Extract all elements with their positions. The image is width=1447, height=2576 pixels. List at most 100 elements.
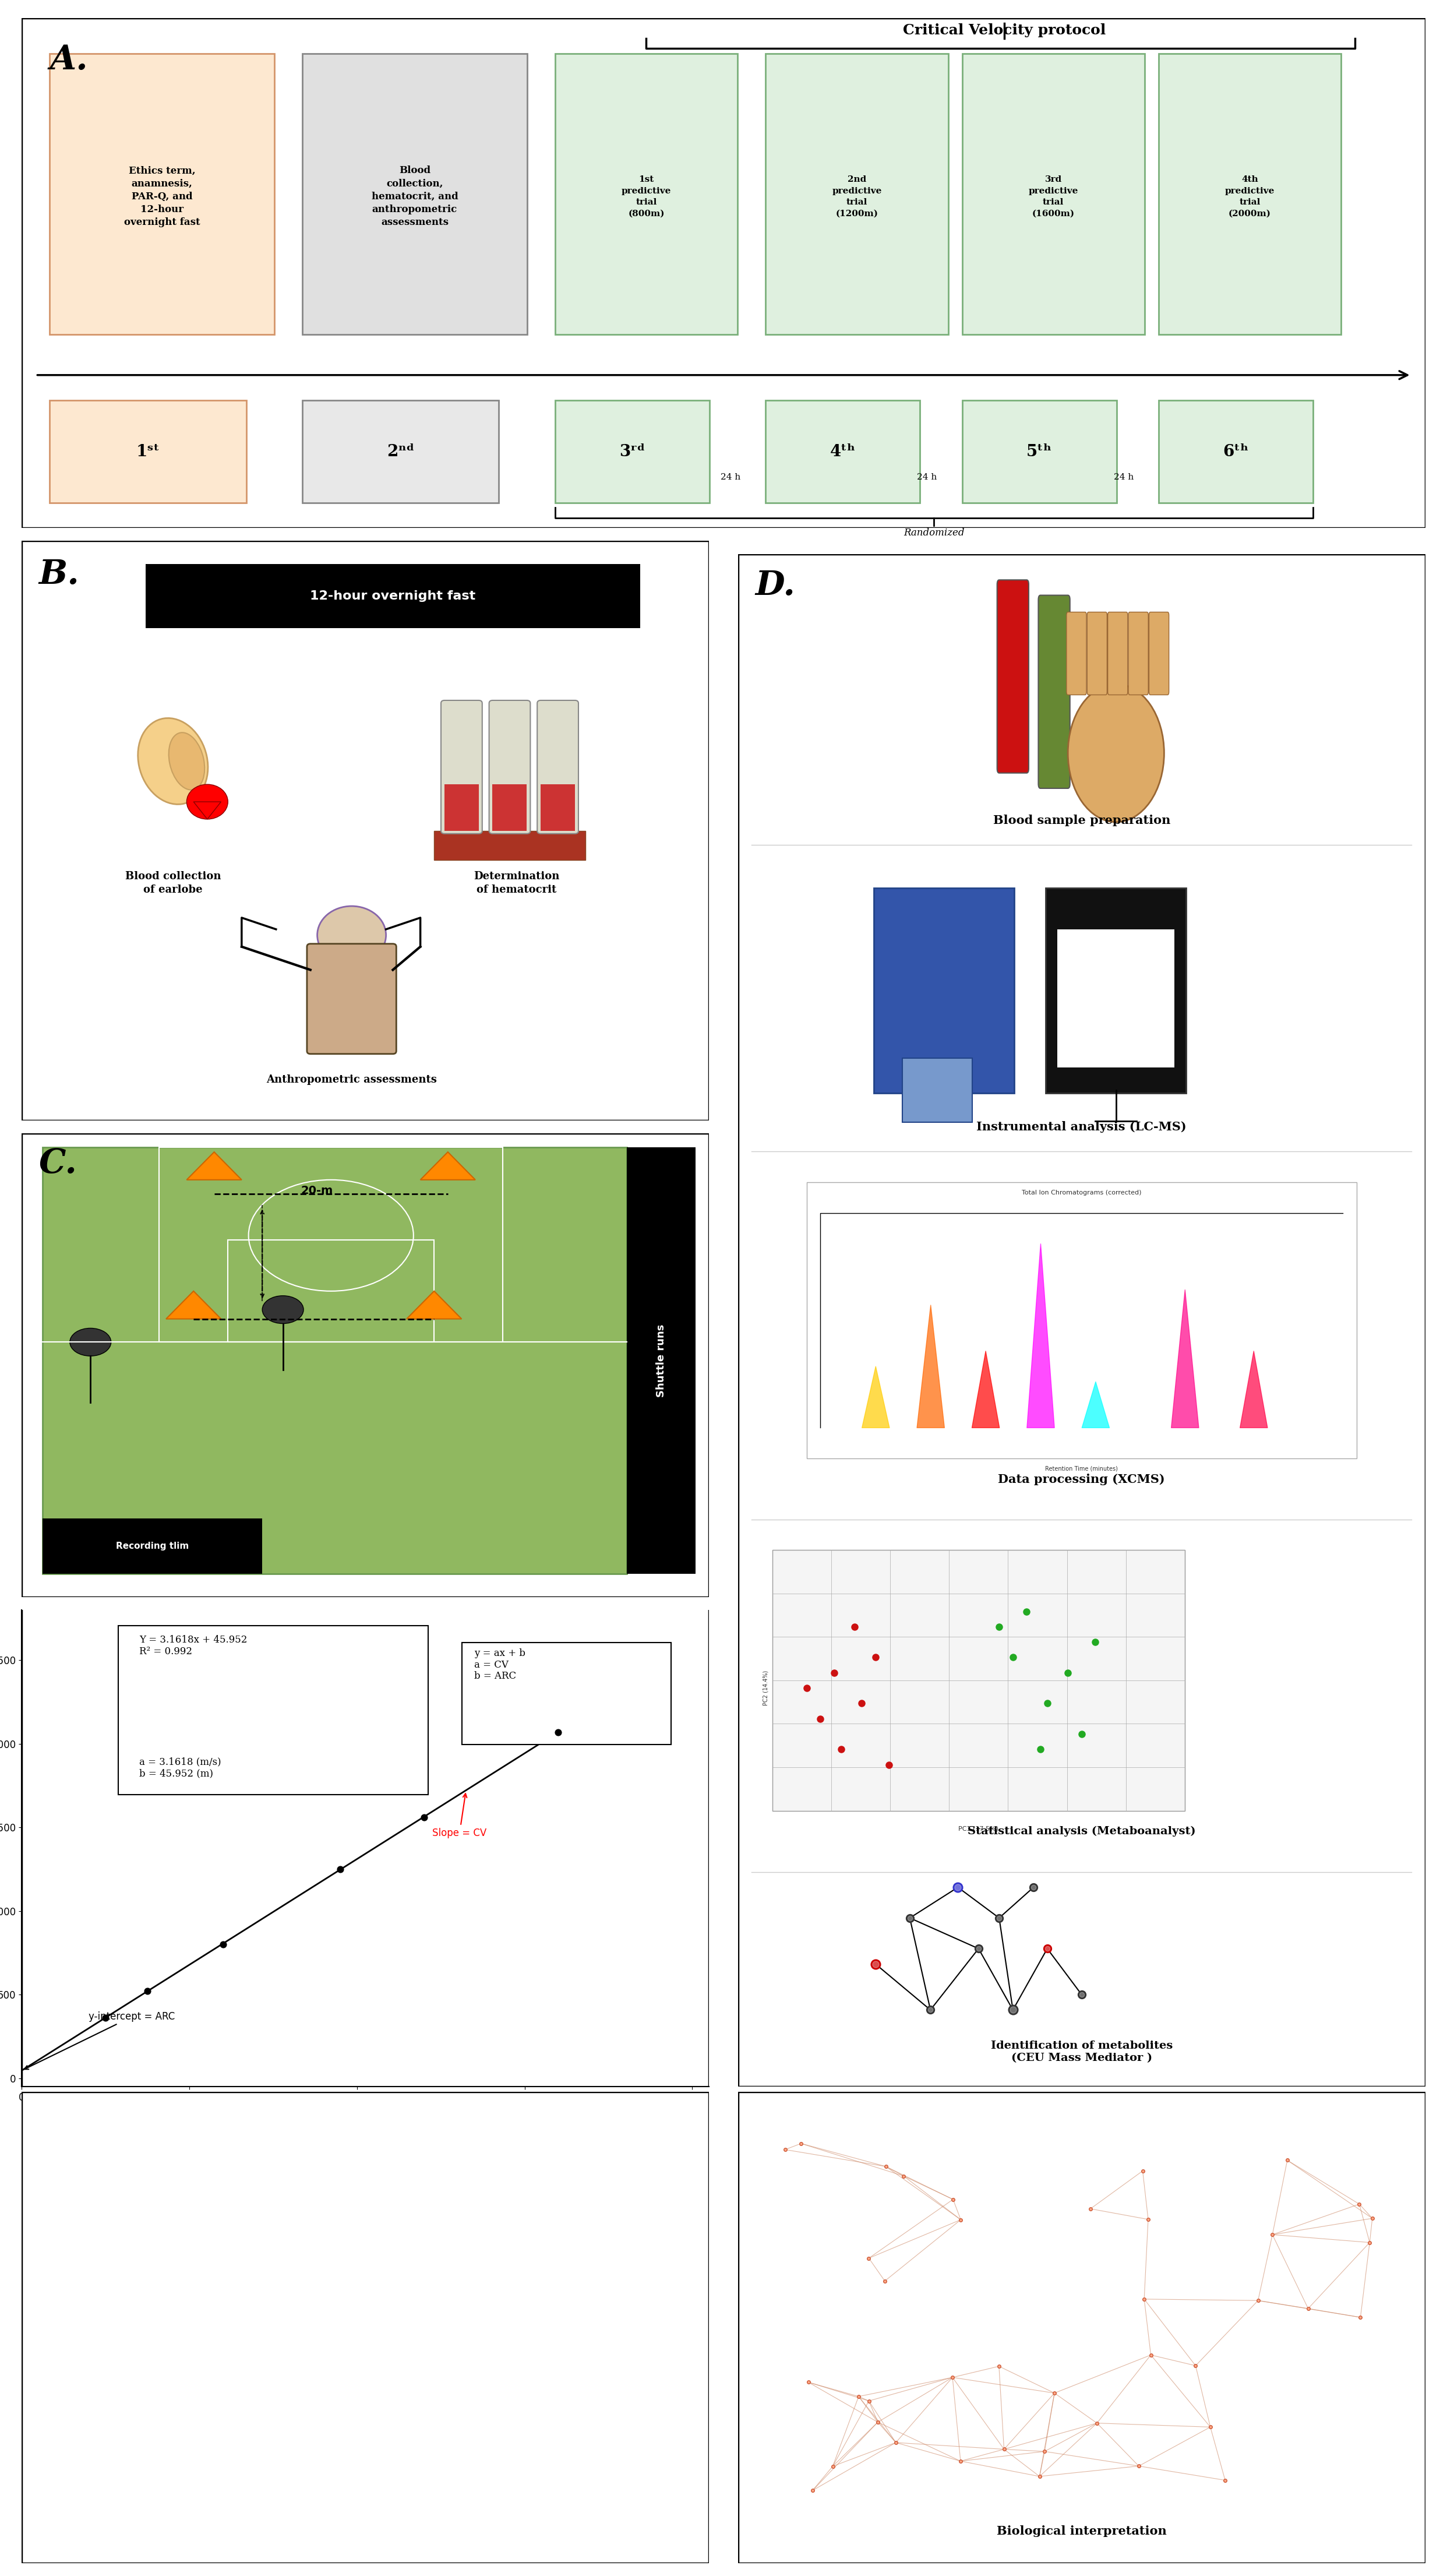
Text: 4ᵗʰ: 4ᵗʰ [831,443,855,459]
Text: Instrumental analysis (LC-MS): Instrumental analysis (LC-MS) [977,1121,1187,1133]
FancyBboxPatch shape [765,399,920,502]
FancyBboxPatch shape [489,701,531,835]
FancyBboxPatch shape [145,564,640,629]
FancyBboxPatch shape [22,1595,709,2094]
Polygon shape [421,1151,475,1180]
Point [211,1924,234,1965]
FancyBboxPatch shape [441,701,482,835]
Text: Blood collection
of earlobe: Blood collection of earlobe [124,871,221,894]
Point [136,1971,159,2012]
Text: Ethics term,
anamnesis,
PAR-Q, and
12-hour
overnight fast: Ethics term, anamnesis, PAR-Q, and 12-ho… [124,165,200,227]
Text: 20-m: 20-m [301,1185,333,1195]
Ellipse shape [137,719,208,804]
Text: C.: C. [39,1146,77,1180]
Polygon shape [407,1291,462,1319]
FancyBboxPatch shape [302,399,499,502]
Circle shape [187,783,229,819]
Text: 3ʳᵈ: 3ʳᵈ [619,443,645,459]
Text: 6ᵗʰ: 6ᵗʰ [1223,443,1249,459]
FancyBboxPatch shape [302,54,527,335]
Text: Recording tlim: Recording tlim [116,1543,188,1551]
Text: 2nd
predictive
trial
(1200m): 2nd predictive trial (1200m) [832,175,881,216]
FancyBboxPatch shape [773,1551,1185,1811]
Circle shape [262,1296,304,1324]
FancyBboxPatch shape [49,399,246,502]
FancyBboxPatch shape [997,580,1029,773]
Text: Critical Velocity protocol: Critical Velocity protocol [903,23,1106,36]
FancyBboxPatch shape [1129,613,1149,696]
Text: 5ᵗʰ: 5ᵗʰ [1026,443,1052,459]
FancyBboxPatch shape [738,554,1425,2087]
Text: Determination
of hematocrit: Determination of hematocrit [473,871,560,894]
FancyBboxPatch shape [962,399,1117,502]
FancyBboxPatch shape [1066,613,1087,696]
FancyBboxPatch shape [1058,930,1175,1066]
FancyBboxPatch shape [22,18,1425,528]
FancyBboxPatch shape [434,829,585,860]
Ellipse shape [1068,685,1163,822]
FancyBboxPatch shape [22,2092,709,2563]
Text: 24 h: 24 h [1114,474,1133,482]
Point [547,1710,570,1752]
X-axis label: Time (s): Time (s) [341,2107,389,2117]
Text: A.: A. [49,44,88,77]
Polygon shape [187,1151,242,1180]
Polygon shape [166,1291,221,1319]
Text: PC1 (17.5%): PC1 (17.5%) [958,1826,998,1832]
Text: a = 3.1618 (m/s)
b = 45.952 (m): a = 3.1618 (m/s) b = 45.952 (m) [139,1757,221,1777]
FancyBboxPatch shape [1108,613,1127,696]
Point [412,1795,436,1837]
Text: 4th
predictive
trial
(2000m): 4th predictive trial (2000m) [1226,175,1275,216]
Text: 24 h: 24 h [721,474,741,482]
FancyBboxPatch shape [492,786,527,829]
Text: 24 h: 24 h [917,474,938,482]
FancyBboxPatch shape [738,2092,1425,2563]
Text: Blood sample preparation: Blood sample preparation [993,814,1171,827]
FancyBboxPatch shape [1159,399,1312,502]
FancyBboxPatch shape [1046,889,1187,1092]
FancyBboxPatch shape [903,1059,972,1123]
Text: Shuttle runs: Shuttle runs [655,1324,666,1396]
Ellipse shape [169,732,204,791]
Text: Retention Time (minutes): Retention Time (minutes) [1045,1466,1119,1471]
Circle shape [69,1329,111,1355]
Text: Y = 3.1618x + 45.952
R² = 0.992: Y = 3.1618x + 45.952 R² = 0.992 [139,1636,247,1656]
Text: 1ˢᵗ: 1ˢᵗ [136,443,161,459]
FancyBboxPatch shape [556,399,709,502]
Point [328,1850,352,1891]
Text: Slope = CV: Slope = CV [433,1793,486,1839]
Text: 3rd
predictive
trial
(1600m): 3rd predictive trial (1600m) [1029,175,1078,216]
FancyBboxPatch shape [1087,613,1107,696]
Text: y = ax + b
a = CV
b = ARC: y = ax + b a = CV b = ARC [475,1649,525,1682]
Text: 2ⁿᵈ: 2ⁿᵈ [386,443,414,459]
Text: y-intercept = ARC: y-intercept = ARC [25,2012,175,2069]
FancyBboxPatch shape [444,786,479,829]
Text: Biological interpretation: Biological interpretation [997,2524,1166,2537]
FancyBboxPatch shape [119,1625,428,1795]
FancyBboxPatch shape [307,943,396,1054]
FancyBboxPatch shape [556,54,738,335]
FancyBboxPatch shape [1039,595,1069,788]
Text: Statistical analysis (Metaboanalyst): Statistical analysis (Metaboanalyst) [968,1826,1195,1837]
FancyBboxPatch shape [541,786,574,829]
FancyBboxPatch shape [42,1146,627,1574]
Circle shape [317,907,386,963]
Text: Total Ion Chromatograms (corrected): Total Ion Chromatograms (corrected) [1022,1190,1142,1195]
Text: B.: B. [39,559,80,592]
Text: Randomized: Randomized [903,528,965,538]
Polygon shape [194,801,221,819]
Text: Data processing (XCMS): Data processing (XCMS) [998,1473,1165,1486]
FancyBboxPatch shape [765,54,948,335]
FancyBboxPatch shape [22,541,709,1121]
Text: Blood
collection,
hematocrit, and
anthropometric
assessments: Blood collection, hematocrit, and anthro… [372,165,459,227]
Text: Anthropometric assessments: Anthropometric assessments [266,1074,437,1084]
FancyBboxPatch shape [1159,54,1341,335]
Point [94,1996,117,2038]
FancyBboxPatch shape [537,701,579,835]
Text: 12-hour overnight fast: 12-hour overnight fast [310,590,476,603]
FancyBboxPatch shape [42,1517,262,1574]
FancyBboxPatch shape [1149,613,1169,696]
Text: Identification of metabolites
(CEU Mass Mediator ): Identification of metabolites (CEU Mass … [991,2040,1172,2063]
FancyBboxPatch shape [807,1182,1357,1458]
FancyBboxPatch shape [874,889,1014,1092]
